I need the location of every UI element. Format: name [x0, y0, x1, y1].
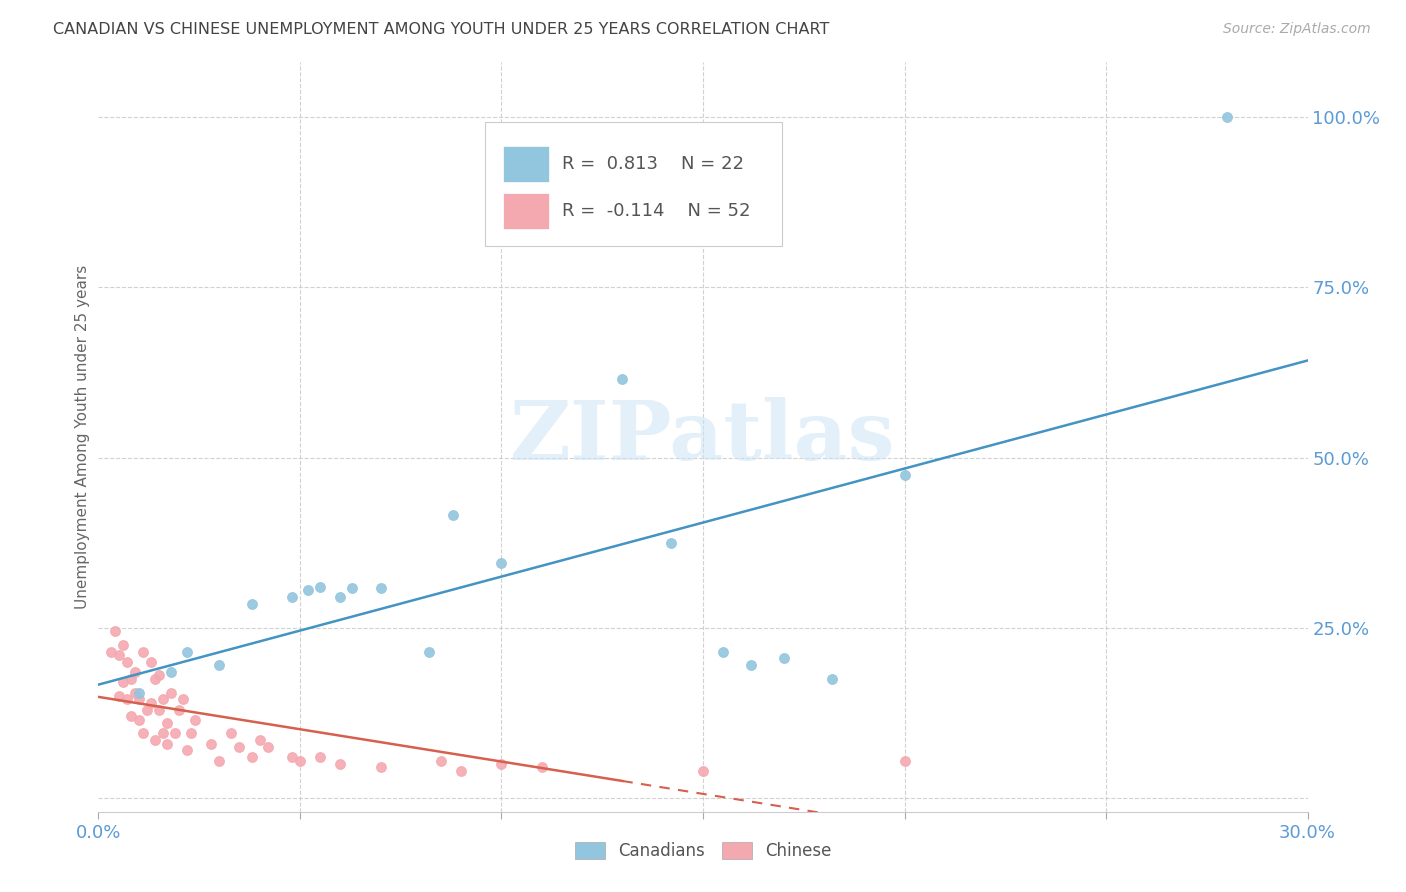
Point [100, 645, 122, 659]
Point [208, 754, 231, 768]
Point [200, 737, 222, 751]
Point [893, 467, 915, 482]
Bar [503, 193, 550, 228]
FancyBboxPatch shape [485, 122, 782, 246]
Point [711, 645, 734, 659]
Point [441, 508, 464, 523]
Point [143, 733, 166, 747]
Point [156, 737, 179, 751]
Point [1216, 110, 1239, 124]
Point [111, 675, 134, 690]
Point [740, 658, 762, 673]
Point [491, 556, 513, 570]
Point [180, 726, 202, 740]
Point [152, 726, 174, 740]
Point [184, 713, 207, 727]
Point [288, 754, 311, 768]
Point [256, 739, 278, 754]
Text: ZIPatlas: ZIPatlas [510, 397, 896, 477]
Y-axis label: Unemployment Among Youth under 25 years: Unemployment Among Youth under 25 years [75, 265, 90, 609]
Point [240, 750, 263, 764]
Text: Source: ZipAtlas.com: Source: ZipAtlas.com [1223, 22, 1371, 37]
Point [148, 668, 170, 682]
Point [612, 372, 634, 386]
Point [221, 726, 243, 740]
Point [160, 665, 183, 679]
Point [115, 655, 138, 669]
Point [115, 692, 138, 706]
Point [249, 733, 271, 747]
Point [152, 692, 174, 706]
Point [135, 702, 157, 716]
Point [659, 535, 682, 549]
Legend: Canadians, Chinese: Canadians, Chinese [568, 836, 838, 867]
Point [329, 590, 352, 604]
Point [228, 739, 250, 754]
Point [821, 672, 844, 686]
Text: R =  0.813    N = 22: R = 0.813 N = 22 [561, 155, 744, 173]
Point [139, 655, 162, 669]
Point [103, 624, 125, 639]
Point [120, 672, 142, 686]
Point [107, 689, 129, 703]
Point [450, 764, 472, 778]
Point [176, 743, 198, 757]
Point [167, 702, 190, 716]
Point [430, 754, 453, 768]
Point [148, 702, 170, 716]
Point [132, 645, 155, 659]
Point [107, 648, 129, 662]
Point [139, 696, 162, 710]
Point [370, 582, 392, 596]
Point [309, 580, 332, 594]
Point [329, 757, 352, 772]
Point [160, 685, 183, 699]
Point [111, 638, 134, 652]
Point [120, 709, 142, 723]
Text: R =  -0.114    N = 52: R = -0.114 N = 52 [561, 202, 749, 219]
Point [530, 760, 553, 774]
Text: CANADIAN VS CHINESE UNEMPLOYMENT AMONG YOUTH UNDER 25 YEARS CORRELATION CHART: CANADIAN VS CHINESE UNEMPLOYMENT AMONG Y… [53, 22, 830, 37]
Point [772, 651, 794, 665]
Bar [503, 146, 550, 182]
Point [172, 692, 194, 706]
Point [124, 665, 146, 679]
Point [132, 726, 155, 740]
Point [176, 645, 198, 659]
Point [418, 645, 440, 659]
Point [692, 764, 714, 778]
Point [281, 750, 304, 764]
Point [491, 757, 513, 772]
Point [240, 597, 263, 611]
Point [128, 692, 150, 706]
Point [208, 658, 231, 673]
Point [893, 754, 915, 768]
Point [156, 716, 179, 731]
Point [370, 760, 392, 774]
Point [163, 726, 186, 740]
Point [342, 582, 364, 596]
Point [309, 750, 332, 764]
Point [143, 672, 166, 686]
Point [297, 583, 319, 598]
Point [128, 713, 150, 727]
Point [128, 685, 150, 699]
Point [281, 590, 304, 604]
Point [124, 685, 146, 699]
